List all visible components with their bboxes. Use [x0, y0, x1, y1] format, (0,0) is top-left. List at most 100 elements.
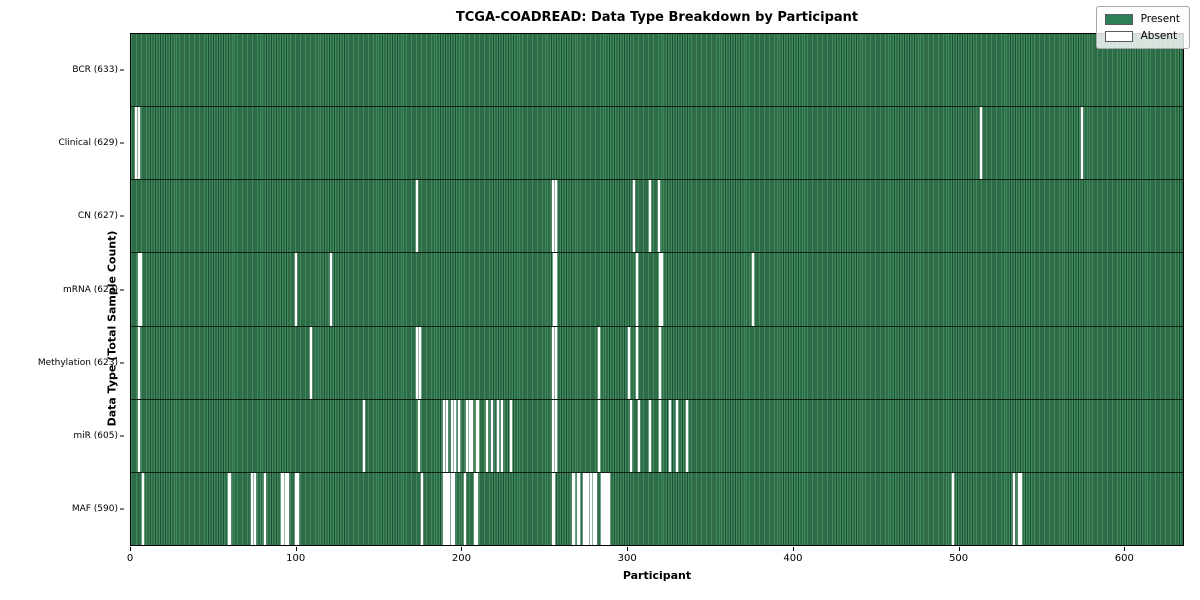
y-tick-mark: [120, 508, 124, 510]
absent-mark: [583, 472, 586, 545]
absent-mark: [510, 399, 513, 472]
x-axis: Participant 0 100 200 300 400 500 600: [127, 547, 1184, 587]
absent-mark: [295, 472, 298, 545]
chart-title: TCGA-COADREAD: Data Type Breakdown by Pa…: [455, 10, 859, 25]
absent-mark: [637, 399, 640, 472]
absent-mark: [632, 180, 635, 253]
absent-mark: [608, 472, 611, 545]
absent-mark: [1081, 107, 1084, 180]
absent-mark: [553, 253, 556, 326]
absent-mark: [606, 472, 609, 545]
absent-mark: [417, 399, 420, 472]
absent-mark: [442, 399, 445, 472]
x-tick-mark: [627, 547, 629, 551]
absent-mark: [477, 399, 480, 472]
absent-mark: [551, 399, 554, 472]
absent-mark: [445, 399, 448, 472]
absent-mark: [586, 472, 589, 545]
x-axis-title: Participant: [622, 569, 692, 582]
absent-mark: [636, 253, 639, 326]
heatmap-row: [131, 398, 1183, 472]
y-tick-mark: [120, 435, 124, 437]
absent-mark: [485, 399, 488, 472]
x-tick-label: 400: [783, 553, 803, 564]
absent-mark: [1019, 472, 1022, 545]
absent-mark: [464, 472, 467, 545]
x-tick-mark: [1124, 547, 1126, 551]
absent-mark: [551, 472, 554, 545]
y-tick-mark: [120, 289, 124, 290]
x-tick-label: 300: [617, 553, 637, 564]
x-tick-label: 200: [451, 553, 471, 564]
absent-mark: [282, 472, 285, 545]
x-tick-label: 100: [286, 553, 306, 564]
absent-mark: [1013, 472, 1016, 545]
absent-mark: [280, 472, 283, 545]
absent-mark: [553, 472, 556, 545]
absent-mark: [551, 180, 554, 253]
absent-mark: [310, 326, 313, 399]
legend-label-present: Present: [1140, 13, 1180, 25]
absent-mark: [657, 180, 660, 253]
absent-mark: [229, 472, 232, 545]
absent-mark: [416, 326, 419, 399]
absent-mark: [490, 399, 493, 472]
absent-swatch-icon: [1104, 30, 1133, 42]
absent-mark: [685, 399, 688, 472]
absent-mark: [254, 472, 257, 545]
absent-mark: [571, 472, 574, 545]
absent-mark: [669, 399, 672, 472]
absent-mark: [421, 472, 424, 545]
y-axis-title: Data Type (Total Sample Count): [105, 230, 119, 427]
x-tick-mark: [295, 547, 297, 551]
absent-mark: [576, 472, 579, 545]
absent-mark: [330, 253, 333, 326]
y-tick-mark: [120, 142, 124, 144]
absent-mark: [589, 472, 592, 545]
y-tick-label: MAF (590): [71, 504, 118, 515]
present-swatch-icon: [1104, 13, 1133, 25]
absent-mark: [450, 399, 453, 472]
plot-area: [130, 33, 1184, 546]
absent-mark: [469, 399, 472, 472]
absent-mark: [555, 326, 558, 399]
absent-mark: [659, 326, 662, 399]
absent-mark: [659, 253, 662, 326]
absent-mark: [555, 399, 558, 472]
y-axis: Data Type (Total Sample Count) BCR (633)…: [0, 33, 130, 546]
absent-mark: [452, 472, 455, 545]
absent-mark: [551, 326, 554, 399]
y-tick-label: miR (605): [73, 431, 118, 442]
x-tick-mark: [958, 547, 960, 551]
x-tick-mark: [792, 547, 794, 551]
absent-mark: [980, 107, 983, 180]
absent-mark: [578, 472, 581, 545]
absent-mark: [138, 326, 141, 399]
heatmap-row: [131, 471, 1183, 545]
absent-mark: [675, 399, 678, 472]
heatmap-row: [131, 252, 1183, 326]
absent-mark: [475, 472, 478, 545]
absent-mark: [649, 180, 652, 253]
absent-mark: [660, 253, 663, 326]
absent-mark: [465, 399, 468, 472]
y-tick-mark: [120, 69, 124, 71]
absent-mark: [416, 180, 419, 253]
absent-mark: [629, 399, 632, 472]
y-tick-label: CN (627): [77, 211, 118, 222]
absent-mark: [457, 399, 460, 472]
absent-mark: [419, 326, 422, 399]
absent-mark: [598, 399, 601, 472]
heatmap-row: [131, 179, 1183, 253]
absent-mark: [287, 472, 290, 545]
absent-mark: [138, 399, 141, 472]
absent-mark: [227, 472, 230, 545]
absent-mark: [573, 472, 576, 545]
absent-mark: [263, 472, 266, 545]
absent-mark: [138, 107, 141, 180]
absent-mark: [139, 253, 142, 326]
absent-mark: [593, 472, 596, 545]
absent-mark: [636, 326, 639, 399]
absent-mark: [497, 399, 500, 472]
absent-mark: [604, 472, 607, 545]
